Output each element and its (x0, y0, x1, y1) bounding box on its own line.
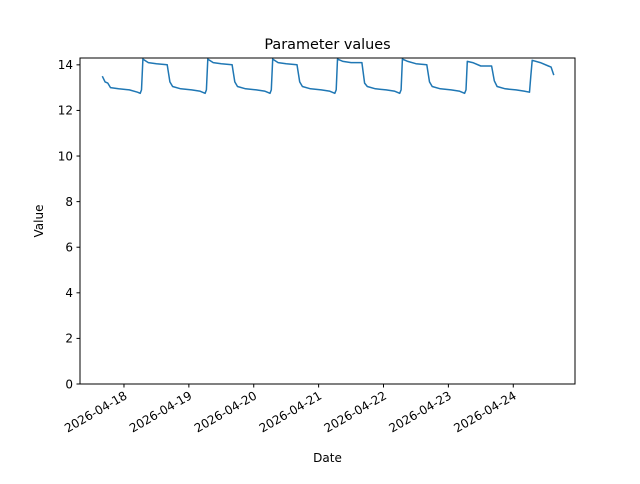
y-tick-label: 0 (65, 377, 73, 391)
y-tick-label: 6 (65, 241, 73, 255)
x-tick-label: 2026-04-24 (451, 388, 518, 435)
x-tick-label: 2026-04-21 (257, 388, 324, 435)
y-tick-label: 10 (58, 149, 73, 163)
y-tick-label: 2 (65, 332, 73, 346)
x-tick-label: 2026-04-23 (386, 388, 453, 435)
axes-frame (79, 57, 576, 385)
x-tick-label: 2026-04-20 (192, 388, 259, 435)
y-tick-label: 12 (58, 104, 73, 118)
y-tick-label: 8 (65, 195, 73, 209)
y-tick-label: 4 (65, 286, 73, 300)
y-tick-label: 14 (58, 58, 73, 72)
x-axis-label: Date (313, 451, 342, 465)
y-axis-label: Value (32, 205, 46, 238)
x-tick-label: 2026-04-19 (127, 388, 194, 435)
x-tick-label: 2026-04-18 (62, 388, 129, 435)
x-tick-label: 2026-04-22 (322, 388, 389, 435)
chart-title: Parameter values (264, 37, 390, 53)
series-line (101, 58, 555, 95)
